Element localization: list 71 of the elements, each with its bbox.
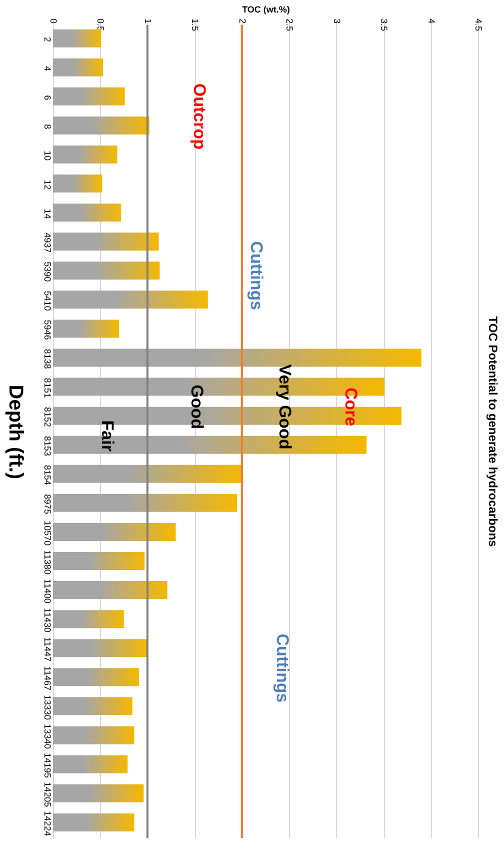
bar — [53, 639, 148, 658]
bar — [53, 494, 238, 512]
bar — [53, 290, 208, 309]
y-tick-label: 8152 — [42, 406, 52, 427]
x-tick-label: 1.5 — [190, 18, 200, 32]
y-tick-label: 12 — [42, 180, 52, 190]
y-tick-label: 6 — [42, 95, 52, 100]
y-tick-label: 8975 — [42, 494, 52, 514]
annotation: Fair — [98, 420, 117, 452]
bar — [53, 262, 160, 280]
y-tick-label: 11467 — [42, 666, 52, 690]
y-tick-label: 8 — [42, 124, 52, 130]
annotation: Cuttings — [273, 634, 292, 703]
annotation: Good — [188, 384, 207, 430]
y-tick-label: 5410 — [42, 290, 52, 311]
bar — [53, 610, 124, 628]
bar — [53, 755, 128, 774]
y-tick-label: 8138 — [42, 348, 52, 369]
text: TOC Potential to generate hydrocarbons — [486, 316, 500, 548]
x-tick-label: 4.5 — [474, 18, 484, 32]
x-tick-label: 0 — [48, 18, 58, 24]
y-tick-label: 8154 — [42, 465, 52, 486]
y-tick-label: 13340 — [42, 724, 52, 749]
annotation: Very Good — [275, 364, 294, 450]
bar — [53, 320, 120, 338]
y-tick-label: 11430 — [42, 608, 52, 632]
y-tick-label: 10570 — [42, 520, 52, 546]
y-tick-label: 4937 — [42, 232, 52, 253]
bar — [53, 58, 104, 76]
x-tick-label: 2 — [237, 18, 248, 24]
y-tick-label: 8153 — [42, 436, 52, 456]
annotation: Core — [342, 387, 360, 426]
y-tick-label: 8151 — [42, 378, 52, 398]
bar — [53, 581, 168, 600]
x-axis-title: TOC (wt.%) — [242, 4, 290, 14]
bar — [53, 522, 176, 541]
y-tick-label: 14 — [42, 208, 52, 219]
bar — [53, 29, 102, 48]
y-tick-label: 10 — [42, 150, 52, 161]
bar — [53, 668, 139, 686]
y-tick-label: 4 — [42, 66, 52, 72]
bar — [53, 464, 243, 483]
bar — [53, 552, 145, 570]
bar — [53, 204, 121, 222]
y-tick-label: 14224 — [42, 810, 52, 836]
bar — [53, 784, 144, 802]
y-tick-label: 2 — [42, 37, 52, 42]
bar — [53, 813, 134, 832]
bar — [53, 232, 159, 251]
y-tick-label: 14205 — [42, 782, 52, 807]
x-tick-label: 1 — [142, 18, 153, 24]
bar — [53, 87, 125, 106]
x-tick-label: 4 — [426, 18, 436, 24]
y-tick-label: 11400 — [42, 579, 52, 604]
x-tick-label: 2.5 — [284, 18, 295, 32]
y-tick-label: 11380 — [42, 550, 52, 574]
y-tick-label: 13330 — [42, 694, 52, 720]
x-tick-label: 3.5 — [379, 18, 390, 32]
bar — [53, 726, 134, 744]
bar — [53, 146, 118, 164]
y-axis-title: Depth (ft.) — [4, 384, 26, 480]
annotation: Outcrop — [190, 83, 209, 150]
x-tick-label: 3 — [332, 18, 342, 24]
y-tick-label: 5946 — [42, 320, 52, 340]
bar — [53, 174, 102, 193]
y-tick-label: 5390 — [42, 262, 52, 282]
y-tick-label: 14195 — [42, 752, 52, 778]
y-tick-label: 11447 — [42, 637, 52, 662]
annotation: Cuttings — [247, 241, 266, 310]
bar — [53, 116, 150, 134]
bar — [53, 697, 132, 716]
